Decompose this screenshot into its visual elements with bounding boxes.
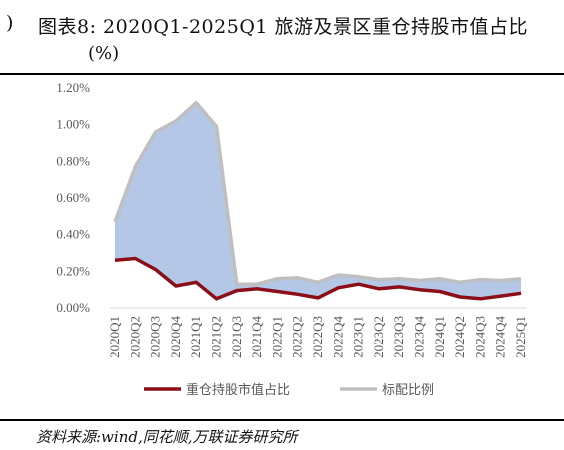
x-tick-label: 2021Q3 [229,316,244,358]
x-tick-label: 2023Q2 [371,316,386,358]
title-line-1: 图表8: 2020Q1-2025Q1 旅游及景区重仓持股市值占比 [38,16,529,38]
title-line-2: (%) [88,43,120,64]
figure-title: ) 图表8: 2020Q1-2025Q1 旅游及景区重仓持股市值占比 (%) [0,0,564,72]
x-tick-label: 2021Q2 [209,316,224,358]
area-chart: 0.00% 0.20% 0.40% 0.60% 0.80% 1.00% 1.20% 2020Q… [56,80,528,398]
x-tick-label: 2020Q2 [127,316,142,358]
series-line-holding-ratio [114,256,522,301]
y-tick-label: 1.20% [56,80,90,95]
bottom-rule [0,419,564,421]
x-tick-label: 2022Q1 [269,316,284,358]
x-tick-label: 2022Q2 [290,316,305,358]
x-tick-label: 2022Q3 [310,316,325,358]
x-tick-label: 2023Q1 [351,316,366,358]
top-rule [0,73,564,75]
y-tick-label: 0.20% [56,263,90,278]
area-fill [115,102,521,299]
x-tick-label: 2020Q3 [148,316,163,358]
y-tick-label: 0.60% [56,190,90,205]
x-tick-label: 2025Q1 [513,316,528,358]
x-tick-label: 2020Q1 [107,316,122,358]
y-tick-label: 0.40% [56,227,90,242]
x-tick-label: 2024Q1 [432,316,447,358]
title-prefix: ) [6,12,14,34]
x-tick-label: 2022Q4 [330,316,345,358]
y-tick-label: 0.80% [56,153,90,168]
x-tick-label: 2021Q4 [249,316,264,358]
legend-label-holding-ratio: 重仓持股市值占比 [186,382,290,398]
x-tick-label: 2023Q4 [412,316,427,358]
legend-label-standard-ratio: 标配比例 [382,383,434,398]
y-tick-label: 0.00% [56,300,90,315]
x-tick-label: 2024Q3 [472,316,487,358]
x-tick-label: 2020Q4 [168,316,183,358]
series-line-standard-ratio [113,100,522,286]
y-tick-label: 1.00% [56,117,90,132]
x-tick-label: 2024Q2 [452,316,467,358]
x-tick-label: 2024Q4 [493,316,508,358]
x-tick-label: 2023Q3 [391,316,406,358]
source-note: 资料来源:wind,同花顺,万联证券研究所 [36,428,298,446]
x-tick-label: 2021Q1 [188,316,203,358]
